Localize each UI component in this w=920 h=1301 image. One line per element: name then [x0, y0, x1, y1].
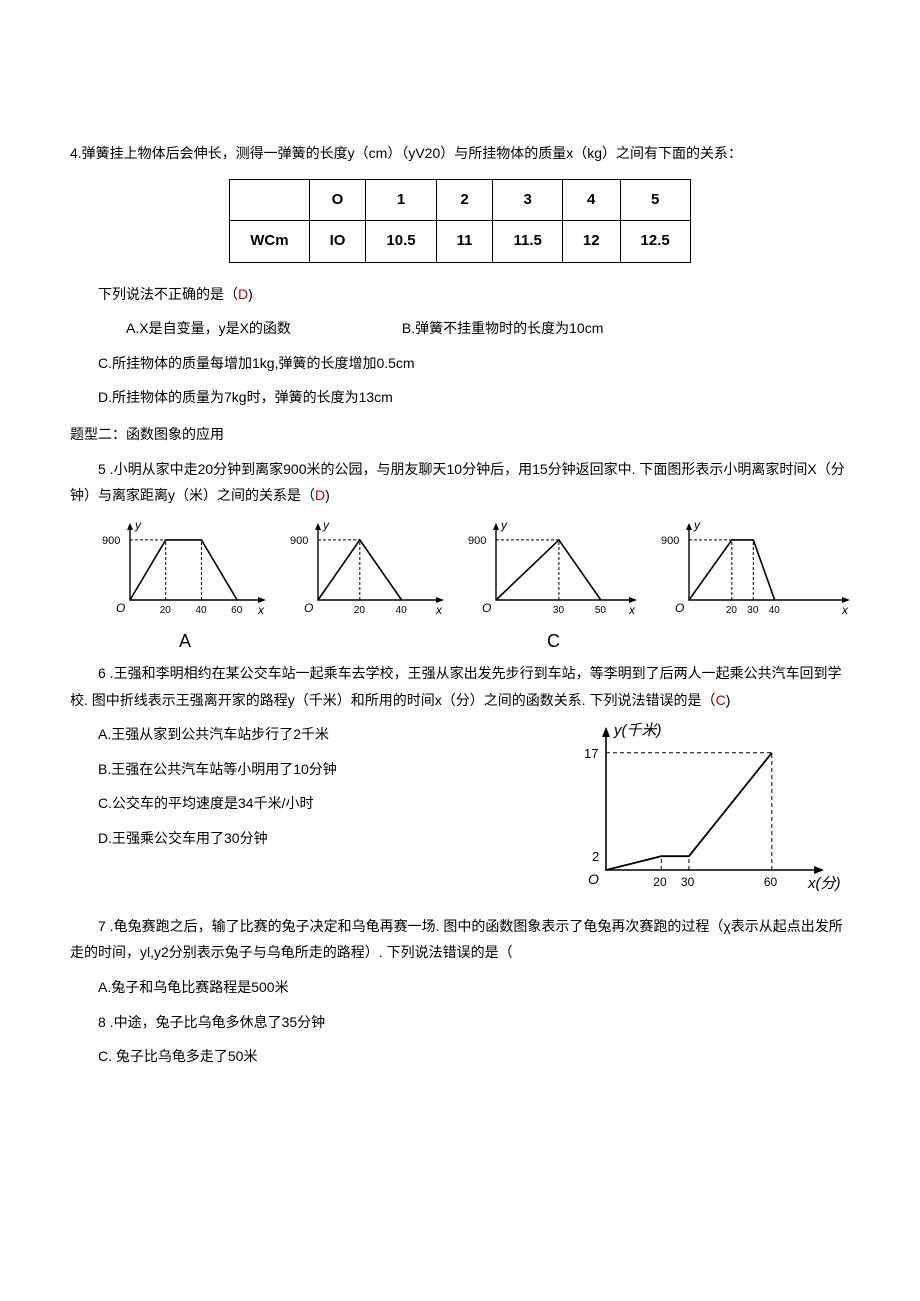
svg-text:x: x	[841, 603, 849, 617]
q4-optA: A.X是自变量，y是X的函数	[98, 315, 398, 342]
svg-text:40: 40	[396, 605, 408, 616]
cell: 11.5	[493, 221, 562, 263]
q7-opt8: 8 .中途，兔子比乌龟多休息了35分钟	[70, 1009, 850, 1036]
chart-label-D	[659, 624, 854, 658]
svg-text:x: x	[257, 603, 265, 617]
svg-text:x: x	[628, 603, 636, 617]
svg-text:60: 60	[231, 605, 243, 616]
svg-text:O: O	[588, 871, 599, 887]
q6-row: A.王强从家到公共汽车站步行了2千米 B.王强在公共汽车站等小明用了10分钟 C…	[70, 721, 850, 905]
chart-B-wrap: y x O 900 20 40	[288, 517, 448, 658]
q5-prompt: 5 .小明从家中走20分钟到离家900米的公园，与朋友聊天10分钟后，用15分钟…	[70, 456, 850, 509]
cell: 12	[562, 221, 620, 263]
chart-C: y x O 900 30 50	[466, 517, 641, 622]
svg-text:x(分): x(分)	[807, 875, 841, 892]
cell: 2	[436, 179, 493, 221]
q6-optA: A.王强从家到公共汽车站步行了2千米	[70, 721, 550, 748]
q4-optB: B.弹簧不挂重物时的长度为10cm	[402, 320, 603, 336]
cell: WCm	[230, 221, 309, 263]
svg-text:x: x	[435, 603, 443, 617]
svg-text:60: 60	[764, 875, 778, 889]
q4-answer: D	[238, 286, 248, 302]
chart-D-wrap: y x O 900 20 30 40	[659, 517, 854, 658]
svg-text:O: O	[482, 601, 491, 615]
cell: IO	[309, 221, 366, 263]
cell: 5	[620, 179, 690, 221]
svg-text:y: y	[322, 518, 330, 532]
table-row: O 1 2 3 4 5	[230, 179, 691, 221]
cell: 1	[366, 179, 436, 221]
q6-answer: C	[716, 692, 726, 708]
q4-optA-row: A.X是自变量，y是X的函数 B.弹簧不挂重物时的长度为10cm	[70, 315, 850, 342]
cell: O	[309, 179, 366, 221]
chart-label-B	[288, 624, 448, 658]
svg-text:50: 50	[595, 605, 607, 616]
q5-close: )	[325, 487, 330, 503]
svg-text:900: 900	[102, 535, 120, 547]
q4-optD: D.所挂物体的质量为7kg时，弹簧的长度为13cm	[70, 384, 850, 411]
svg-text:y: y	[134, 518, 142, 532]
q4-table: O 1 2 3 4 5 WCm IO 10.5 11 11.5 12 12.5	[229, 179, 691, 263]
chart-D: y x O 900 20 30 40	[659, 517, 854, 622]
svg-text:O: O	[675, 601, 684, 615]
q4-optC: C.所挂物体的质量每增加1kg,弹簧的长度增加0.5cm	[70, 350, 850, 377]
chart-label-A: A	[100, 624, 270, 658]
svg-text:O: O	[116, 601, 125, 615]
svg-text:30: 30	[681, 875, 695, 889]
q6-options: A.王强从家到公共汽车站步行了2千米 B.王强在公共汽车站等小明用了10分钟 C…	[70, 721, 550, 859]
svg-text:20: 20	[726, 605, 738, 616]
q6-chart: y(千米) x(分) O 2 17 20 30 60	[570, 721, 850, 896]
cell: 3	[493, 179, 562, 221]
svg-text:20: 20	[354, 605, 366, 616]
svg-text:900: 900	[468, 535, 486, 547]
q7-optA: A.兔子和乌龟比赛路程是500米	[70, 974, 850, 1001]
svg-text:O: O	[304, 601, 313, 615]
q6-optB: B.王强在公共汽车站等小明用了10分钟	[70, 756, 550, 783]
svg-text:900: 900	[290, 535, 308, 547]
svg-text:y: y	[500, 518, 508, 532]
svg-text:20: 20	[160, 605, 172, 616]
svg-text:30: 30	[747, 605, 759, 616]
svg-text:900: 900	[661, 535, 679, 547]
stem-text: 下列说法不正确的是（	[98, 286, 238, 302]
q4-prompt: 4.弹簧挂上物体后会伸长，测得一弹簧的长度y（cm）（yV20）与所挂物体的质量…	[70, 140, 850, 167]
chart-A-wrap: y x O 900 20 40 60 A	[100, 517, 270, 658]
q5-text: 5 .小明从家中走20分钟到离家900米的公园，与朋友聊天10分钟后，用15分钟…	[70, 461, 845, 504]
q6-close: )	[726, 692, 731, 708]
cell: 4	[562, 179, 620, 221]
q6-optD: D.王强乘公交车用了30分钟	[70, 825, 550, 852]
svg-text:30: 30	[553, 605, 565, 616]
svg-text:17: 17	[584, 746, 598, 761]
cell: 12.5	[620, 221, 690, 263]
q6-optC: C.公交车的平均速度是34千米/小时	[70, 790, 550, 817]
svg-text:20: 20	[653, 875, 667, 889]
q4-stem: 下列说法不正确的是（D)	[70, 281, 850, 308]
q5-charts: y x O 900 20 40 60 A y x O 900 20 40 y x O 900 30 50 C y…	[100, 517, 850, 658]
chart-label-C: C	[466, 624, 641, 658]
chart-B: y x O 900 20 40	[288, 517, 448, 622]
cell	[230, 179, 309, 221]
cell: 11	[436, 221, 493, 263]
stem-close: )	[248, 286, 253, 302]
svg-text:y: y	[693, 518, 701, 532]
q7-optC: C. 兔子比乌龟多走了50米	[70, 1043, 850, 1070]
q7-prompt: 7 .龟兔赛跑之后，输了比赛的兔子决定和乌龟再赛一场. 图中的函数图象表示了龟兔…	[70, 913, 850, 966]
q5-answer: D	[315, 487, 325, 503]
cell: 10.5	[366, 221, 436, 263]
q6-prompt-1: 6 .王强和李明相约在某公交车站一起乘车去学校，王强从家出发先步行到车站，等李明…	[70, 660, 850, 713]
svg-text:40: 40	[769, 605, 781, 616]
svg-text:2: 2	[592, 849, 599, 864]
section2-title: 题型二：函数图象的应用	[70, 421, 850, 448]
chart-C-wrap: y x O 900 30 50 C	[466, 517, 641, 658]
table-row: WCm IO 10.5 11 11.5 12 12.5	[230, 221, 691, 263]
q6-chart-wrap: y(千米) x(分) O 2 17 20 30 60	[570, 721, 850, 905]
svg-text:y(千米): y(千米)	[613, 722, 662, 739]
svg-text:40: 40	[195, 605, 207, 616]
chart-A: y x O 900 20 40 60	[100, 517, 270, 622]
